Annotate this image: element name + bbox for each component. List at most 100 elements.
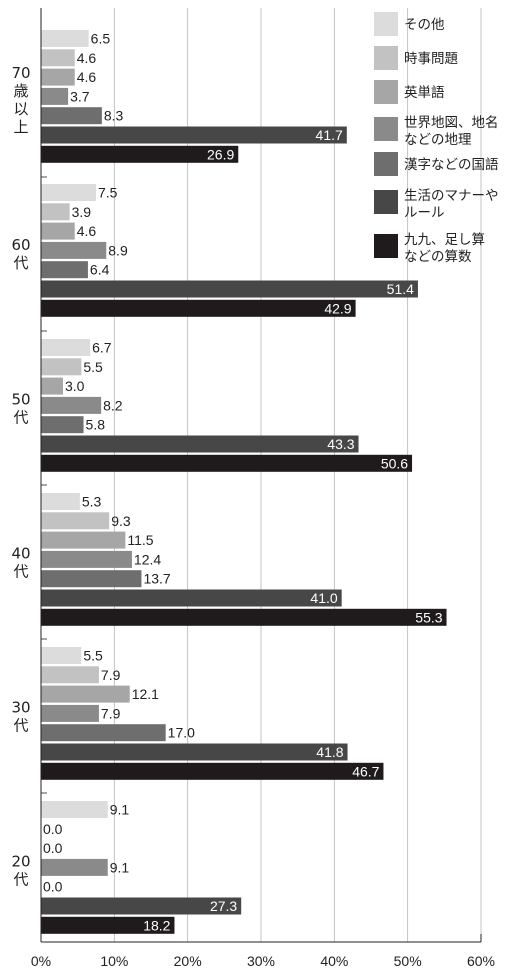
bar (41, 377, 63, 395)
bar-value-label: 9.1 (110, 859, 130, 875)
bar (41, 261, 88, 279)
bar (41, 512, 110, 530)
bar-value-label: 27.3 (210, 898, 237, 914)
bar-value-label: 12.1 (132, 686, 159, 702)
legend-swatch (374, 190, 398, 214)
bar-value-label: 51.4 (387, 281, 414, 297)
bar (41, 358, 82, 376)
bar-value-label: 5.5 (83, 359, 103, 375)
bar-value-label: 9.3 (111, 513, 131, 529)
x-tick-label: 30% (247, 953, 275, 969)
x-tick-label: 20% (174, 953, 202, 969)
bar (41, 339, 91, 356)
bar-value-label: 0.0 (43, 821, 63, 837)
legend-swatch (374, 46, 398, 70)
bar (41, 916, 175, 934)
bar-value-label: 50.6 (381, 455, 408, 471)
legend-label: 世界地図、地名などの地理 (404, 115, 499, 148)
group-label: 60 代 (11, 236, 30, 272)
bar (41, 145, 239, 163)
bar-value-label: 5.3 (82, 494, 102, 510)
bar (41, 49, 75, 67)
bar-value-label: 0.0 (43, 840, 63, 856)
bar-value-label: 3.9 (72, 204, 92, 220)
bar (41, 743, 348, 761)
legend-label: 九九、足し算などの算数 (404, 232, 485, 265)
bar-value-label: 41.7 (316, 127, 343, 143)
bar-value-label: 3.0 (65, 378, 85, 394)
bar (41, 724, 166, 742)
bar (41, 126, 347, 144)
x-tick-label: 40% (320, 953, 348, 969)
bar-value-label: 6.7 (92, 340, 112, 356)
bar (41, 396, 102, 414)
group-label: 50 代 (11, 391, 30, 427)
bar-value-label: 7.5 (98, 185, 118, 201)
bar-value-label: 13.7 (143, 571, 170, 587)
bar (41, 435, 359, 453)
bar-value-label: 6.5 (91, 31, 111, 47)
bar-value-label: 6.4 (90, 262, 110, 278)
bar-value-label: 42.9 (324, 300, 351, 316)
legend-label: 漢字などの国語 (404, 156, 499, 173)
x-tick-label: 10% (100, 953, 128, 969)
bar (41, 280, 418, 298)
legend-swatch (374, 80, 398, 104)
bar (41, 666, 99, 684)
bar (41, 68, 75, 86)
bar (41, 570, 142, 588)
bar (41, 531, 126, 549)
bar (41, 454, 413, 472)
x-axis: 70 歳以上 60 代 50 代 40 代 30 代 20 代 0% 10% 20% 30% 40% 50% 60% (11, 8, 495, 969)
bar-value-label: 41.0 (310, 590, 337, 606)
bar-value-label: 18.2 (143, 917, 170, 933)
value-labels: 6.5 4.6 4.6 3.7 8.3 41.7 26.9 7.5 3.9 4.6 8.9 6.4 51… (43, 31, 443, 934)
bar-value-label: 8.3 (104, 108, 124, 124)
legend-label: 時事問題 (404, 51, 458, 67)
group-label: 70 歳以上 (11, 64, 30, 136)
bar (41, 608, 447, 626)
x-tick-label: 50% (394, 953, 422, 969)
bar-value-label: 55.3 (415, 609, 442, 625)
legend-swatch (374, 117, 398, 141)
bar (41, 897, 242, 915)
bar-value-label: 0.0 (43, 879, 63, 895)
bar-value-label: 12.4 (134, 551, 161, 567)
bar-value-label: 41.8 (316, 744, 343, 760)
bar-value-label: 8.2 (103, 397, 123, 413)
bar (41, 222, 75, 240)
bar-value-label: 17.0 (168, 725, 195, 741)
x-tick-label: 0% (31, 953, 51, 969)
bar (41, 647, 82, 664)
bar (41, 30, 89, 47)
bar (41, 550, 132, 568)
gridlines (113, 8, 482, 942)
bar-value-label: 46.7 (352, 763, 379, 779)
legend-label: 生活のマナーやルール (404, 188, 499, 221)
bar-value-label: 5.5 (83, 648, 103, 664)
legend-label: 英単語 (404, 84, 445, 101)
bar-value-label: 43.3 (327, 436, 354, 452)
bar (41, 416, 84, 434)
bar-value-label: 4.6 (77, 69, 97, 85)
bar-value-label: 8.9 (108, 242, 128, 258)
bar (41, 493, 80, 510)
bar (41, 184, 96, 201)
legend-swatch (374, 234, 398, 258)
bar-value-label: 4.6 (77, 50, 97, 66)
legend-swatch (374, 152, 398, 176)
x-tick-label: 60% (467, 953, 495, 969)
bar (41, 685, 130, 703)
bar (41, 107, 102, 125)
bar (41, 762, 384, 780)
bar-value-label: 9.1 (110, 802, 130, 818)
bar-value-label: 7.9 (101, 667, 121, 683)
bar (41, 858, 108, 876)
bar-value-label: 26.9 (207, 146, 234, 162)
bar (41, 704, 99, 722)
bar-value-label: 5.8 (86, 417, 106, 433)
bar (41, 203, 70, 221)
bar (41, 589, 342, 607)
bar-value-label: 11.5 (127, 532, 153, 548)
